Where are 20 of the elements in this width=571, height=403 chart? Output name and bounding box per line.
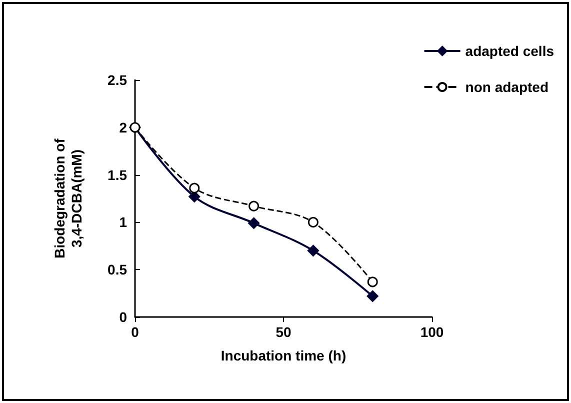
y-axis-title: Biodegradation of 3,4-DCBA(mM) <box>52 138 84 258</box>
x-tick-label: 0 <box>131 324 140 340</box>
x-tick-label: 50 <box>276 324 292 340</box>
point <box>248 217 260 229</box>
y-tick-label: 2.5 <box>108 72 128 88</box>
y-tick-label: 0 <box>119 309 128 325</box>
y-tick-label: 1 <box>119 214 128 230</box>
x-axis-title: Incubation time (h) <box>220 348 346 364</box>
x-tick-label: 100 <box>420 324 444 340</box>
point <box>189 182 200 194</box>
point <box>307 244 319 256</box>
y-tick-label: 1.5 <box>108 166 128 183</box>
legend-label: non adapted <box>465 79 549 95</box>
point <box>248 200 260 212</box>
point <box>367 276 378 288</box>
point <box>308 216 318 228</box>
y-tick-label: 0.5 <box>108 262 128 278</box>
legend-label: adapted cells <box>465 43 554 59</box>
point <box>366 290 378 302</box>
y-tick-label: 2 <box>119 119 128 136</box>
